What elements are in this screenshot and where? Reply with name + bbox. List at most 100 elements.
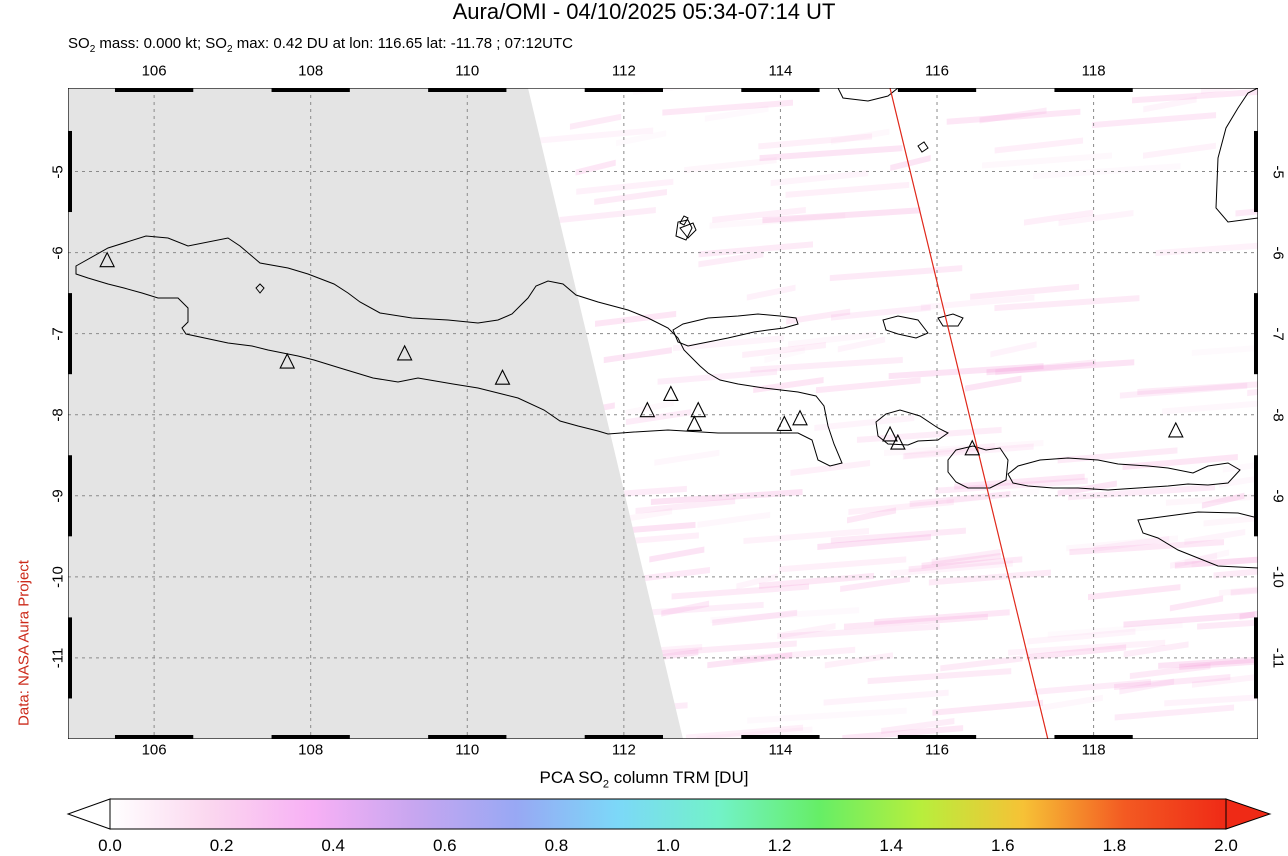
volcano-triangle-icon: [686, 415, 703, 431]
lat-label-left: -7: [49, 326, 67, 341]
swath-streak: [982, 152, 1112, 169]
swath-streak: [750, 356, 903, 373]
swath-streak: [815, 377, 921, 394]
lat-label-left: -10: [49, 566, 67, 588]
colorbar-min-arrow: [66, 798, 111, 830]
lon-label-bottom: 106: [141, 741, 167, 759]
border-bar: [741, 735, 820, 739]
swath-streak: [1114, 704, 1235, 721]
swath-streak: [908, 556, 1023, 573]
border-bar: [741, 88, 820, 92]
swath-streak: [831, 304, 931, 321]
lat-label-right: -5: [1269, 164, 1287, 179]
swath-streak: [1027, 628, 1136, 645]
border-bar: [68, 293, 72, 375]
swath-streak: [1179, 658, 1258, 670]
swath-streak: [814, 414, 915, 431]
so2-swath: [539, 88, 1258, 739]
swath-streak: [817, 533, 931, 550]
border-bar: [68, 617, 72, 699]
swath-streak: [1008, 639, 1166, 656]
swath-streak: [684, 157, 777, 174]
swath-streak: [932, 699, 1044, 716]
volcano-triangle-icon: [776, 415, 793, 431]
border-bar: [897, 88, 977, 92]
swath-streak: [1218, 586, 1258, 597]
volcano-triangle-icon: [1167, 421, 1184, 438]
swath-streak: [790, 460, 871, 477]
colorbar-tick-label: 1.2: [767, 836, 792, 855]
lon-label-bottom: 114: [768, 741, 793, 759]
no-data-region: [68, 88, 683, 739]
swath-streak: [1058, 209, 1134, 226]
chart-title: Aura/OMI - 04/10/2025 05:34-07:14 UT: [452, 0, 836, 24]
swath-streak: [1129, 663, 1211, 680]
swath-streak: [964, 375, 1022, 392]
data-credit: Data: NASA Aura Project: [14, 548, 34, 738]
swath-streak: [569, 113, 622, 130]
swath-streak: [1164, 694, 1258, 707]
swath-streak: [829, 265, 963, 282]
swath-streak: [649, 546, 705, 563]
colorbar-tick-label: 1.4: [879, 836, 904, 855]
colorbar-tick-label: 0.8: [544, 836, 569, 855]
border-bar: [271, 88, 350, 92]
swath-streak: [576, 178, 674, 195]
border-bar: [428, 88, 507, 92]
swath-streak: [594, 189, 667, 206]
volcano-triangle-icon: [690, 401, 707, 418]
swath-streak: [743, 528, 869, 545]
swath-streak: [874, 609, 1010, 626]
subtitle-part: SO: [68, 35, 90, 52]
swath-streak: [823, 689, 949, 706]
swath-streak: [630, 566, 710, 583]
swath-streak: [842, 725, 964, 739]
lat-label-left: -5: [49, 164, 67, 179]
swath-streak: [994, 137, 1084, 154]
swath-streak: [603, 347, 672, 364]
swath-streak: [575, 159, 616, 176]
swath-streak: [788, 331, 876, 348]
swath-streak: [1197, 619, 1258, 630]
swath-streak: [1069, 539, 1225, 556]
swath-streak: [650, 489, 803, 506]
colorbar-label-part: column TRM [DU]: [608, 768, 749, 787]
map-border-bars: [68, 88, 1258, 739]
swath-streak: [1203, 515, 1258, 527]
swath-streak: [881, 718, 955, 735]
swath-streak: [1088, 584, 1181, 601]
lon-label-top: 110: [455, 62, 480, 80]
volcano-triangle-icon: [99, 251, 116, 268]
swath-streak: [1023, 209, 1094, 226]
swath-streak: [843, 613, 988, 630]
swath-streak: [698, 241, 813, 258]
colorbar-tick-label: 2.0: [1214, 836, 1238, 855]
swath-streak: [840, 575, 910, 592]
swath-streak: [1119, 678, 1175, 695]
volcano-triangle-icon: [889, 433, 906, 450]
swath-streak: [1123, 641, 1189, 658]
swath-streak: [635, 498, 736, 515]
colorbar-tick-label: 1.6: [990, 836, 1015, 855]
swath-streak: [662, 99, 793, 116]
swath-streak: [909, 490, 1011, 507]
graticule: [68, 88, 1258, 739]
volcano-triangle-icon: [882, 425, 898, 442]
swath-streak: [1184, 529, 1246, 546]
swath-streak: [1114, 674, 1231, 691]
swath-streak: [1169, 595, 1224, 612]
swath-streak: [762, 207, 921, 224]
swath-streak: [595, 310, 677, 327]
swath-streak: [712, 609, 798, 626]
swath-streak: [1091, 112, 1217, 129]
swath-streak: [1066, 535, 1178, 552]
swath-streak: [732, 646, 856, 663]
swath-streak: [902, 443, 1034, 460]
lon-label-bottom: 118: [1081, 741, 1106, 759]
swath-streak: [1192, 673, 1258, 688]
colorbar-tick-label: 1.8: [1102, 836, 1127, 855]
border-bar: [1254, 293, 1258, 375]
swath-streak: [995, 359, 1096, 376]
border-bar: [1254, 455, 1258, 537]
swath-streak: [673, 335, 784, 352]
